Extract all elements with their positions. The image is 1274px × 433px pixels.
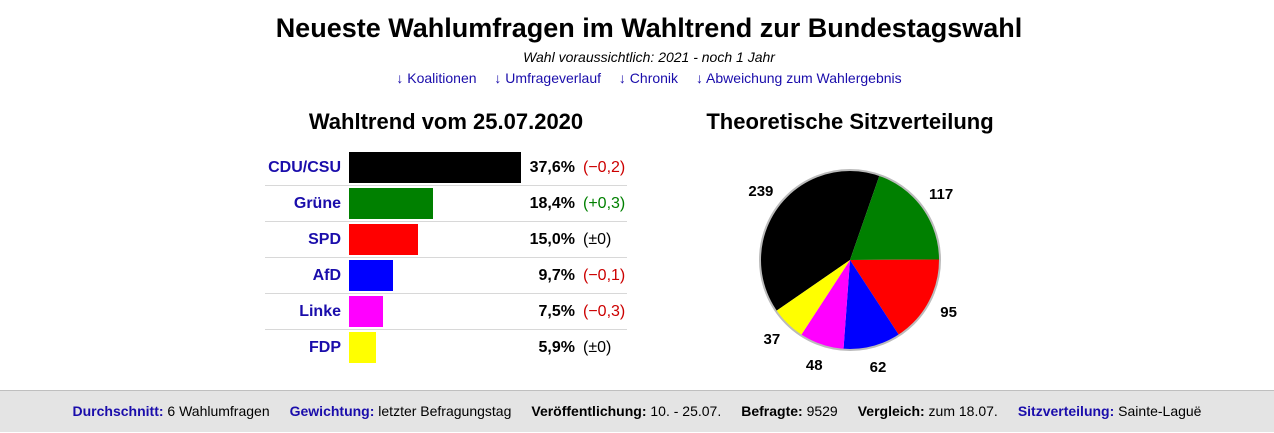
party-name-link[interactable]: AfD bbox=[312, 267, 341, 284]
party-bar bbox=[349, 188, 433, 219]
party-bar bbox=[349, 152, 521, 183]
footer-item-value: letzter Befragungstag bbox=[378, 403, 512, 419]
page-subtitle: Wahl voraussichtlich: 2021 - noch 1 Jahr bbox=[523, 49, 775, 65]
party-name-link[interactable]: CDU/CSU bbox=[268, 159, 341, 176]
pie-slice bbox=[850, 259, 940, 336]
party-percent: 18,4% bbox=[529, 195, 575, 212]
party-change: (+0,3) bbox=[583, 195, 626, 212]
party-bar bbox=[349, 296, 383, 327]
pie-slice bbox=[843, 260, 900, 350]
pie-slice-label: 37 bbox=[763, 331, 781, 349]
footer-item-value: zum 18.07. bbox=[928, 403, 998, 419]
link-abweichung[interactable]: ↓ Abweichung zum Wahlergebnis bbox=[695, 70, 902, 86]
anchor-links: ↓ Koalitionen ↓ Umfrageverlauf ↓ Chronik… bbox=[0, 69, 1274, 87]
party-change: (−0,2) bbox=[583, 159, 626, 176]
party-percent: 15,0% bbox=[529, 231, 575, 248]
footer-item: Vergleich: zum 18.07. bbox=[858, 403, 998, 419]
seat-pie-svg bbox=[759, 169, 941, 351]
footer-item-value: Sainte-Laguë bbox=[1118, 403, 1202, 419]
party-percent: 9,7% bbox=[538, 267, 575, 284]
link-koalitionen[interactable]: ↓ Koalitionen bbox=[396, 70, 477, 86]
footer-item-key[interactable]: Durchschnitt: bbox=[72, 403, 164, 419]
footer-item: Gewichtung: letzter Befragungstag bbox=[290, 403, 512, 419]
pie-slice-label: 62 bbox=[869, 359, 887, 377]
party-row: FDP 5,9% (±0) bbox=[265, 330, 627, 365]
link-umfrageverlauf[interactable]: ↓ Umfrageverlauf bbox=[494, 70, 602, 86]
party-row: CDU/CSU 37,6% (−0,2) bbox=[265, 150, 627, 186]
party-percent: 37,6% bbox=[529, 159, 575, 176]
footer-item-value: 9529 bbox=[806, 403, 838, 419]
party-row: Grüne 18,4% (+0,3) bbox=[265, 186, 627, 222]
link-chronik[interactable]: ↓ Chronik bbox=[618, 70, 679, 86]
footer-item-key: Vergleich: bbox=[857, 403, 925, 419]
pie-slice-label: 239 bbox=[748, 183, 774, 201]
party-percent: 7,5% bbox=[538, 303, 575, 320]
footer-item: Sitzverteilung: Sainte-Laguë bbox=[1018, 403, 1202, 419]
party-name-link[interactable]: Linke bbox=[299, 303, 341, 320]
pie-slice bbox=[760, 169, 880, 312]
party-change: (−0,1) bbox=[583, 267, 626, 284]
footer-item-value: 10. - 25.07. bbox=[650, 403, 722, 419]
party-percent: 5,9% bbox=[538, 339, 575, 356]
party-change: (−0,3) bbox=[583, 303, 626, 320]
footer-item: Befragte: 9529 bbox=[741, 403, 838, 419]
footer-item-key: Befragte: bbox=[741, 403, 803, 419]
footer-item: Veröffentlichung: 10. - 25.07. bbox=[531, 403, 721, 419]
party-bar bbox=[349, 332, 376, 363]
pie-slice-label: 95 bbox=[940, 304, 957, 322]
party-name-link[interactable]: Grüne bbox=[293, 195, 341, 212]
poll-info-footer: Durchschnitt: 6 Wahlumfragen Gewichtung: … bbox=[0, 390, 1274, 432]
page-title: Neueste Wahlumfragen im Wahltrend zur Bu… bbox=[275, 13, 1023, 43]
party-name-link[interactable]: FDP bbox=[309, 339, 341, 356]
pie-slice-label: 48 bbox=[805, 357, 823, 375]
pie-slice bbox=[800, 260, 850, 350]
poll-bar-table: CDU/CSU 37,6% (−0,2) Grüne 18,4% (+0,3) SPD 15,… bbox=[265, 150, 627, 365]
seat-pie-chart: 239 117 95 62 48 37 bbox=[700, 140, 1020, 376]
footer-item-key: Veröffentlichung: bbox=[531, 403, 647, 419]
footer-item-value: 6 Wahlumfragen bbox=[167, 403, 270, 419]
party-row: Linke 7,5% (−0,3) bbox=[265, 294, 627, 330]
party-bar bbox=[349, 260, 393, 291]
party-change: (±0) bbox=[583, 231, 612, 248]
pie-slice bbox=[850, 175, 940, 260]
party-row: AfD 9,7% (−0,1) bbox=[265, 258, 627, 294]
seats-title: Theoretische Sitzverteilung bbox=[706, 109, 994, 134]
party-change: (±0) bbox=[583, 339, 612, 356]
footer-item-key[interactable]: Gewichtung: bbox=[289, 403, 375, 419]
footer-item-key[interactable]: Sitzverteilung: bbox=[1017, 403, 1115, 419]
trend-title: Wahltrend vom 25.07.2020 bbox=[308, 109, 584, 134]
party-row: SPD 15,0% (±0) bbox=[265, 222, 627, 258]
party-bar bbox=[349, 224, 418, 255]
pie-slice-label: 117 bbox=[929, 185, 954, 203]
party-name-link[interactable]: SPD bbox=[308, 231, 341, 248]
pie-outline bbox=[759, 169, 941, 351]
footer-item: Durchschnitt: 6 Wahlumfragen bbox=[73, 403, 270, 419]
pie-slice bbox=[775, 260, 850, 336]
